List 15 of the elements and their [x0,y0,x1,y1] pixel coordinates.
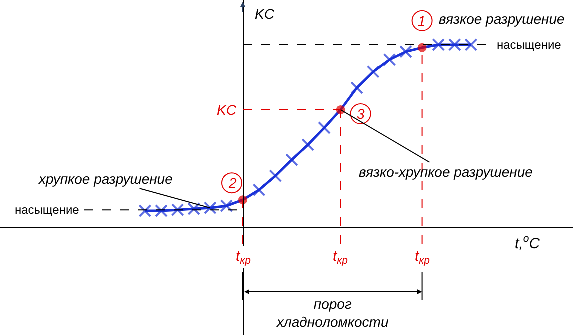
annotation: вязко-хрупкое разрушение [359,164,534,180]
text: вязкое разрушение [439,11,566,27]
annotation: хрупкое разрушение [38,171,174,187]
x-axis-title: t,$^{o}$C [515,233,540,252]
text: t$_{кр}$ [415,248,430,268]
annotation: 3 [357,106,365,122]
text: t$_{кр}$ [236,248,252,268]
text: t$_{кр}$ [333,248,348,268]
text: порог хладноломкости [276,296,389,330]
annotation: 1 [418,13,426,29]
annotation: 2 [228,175,237,191]
ref-line-label: KC [217,102,238,118]
ref-line-label: насыщение [15,203,80,217]
y-axis-title: KC [255,6,276,22]
ref-line-label: насыщение [497,38,562,52]
